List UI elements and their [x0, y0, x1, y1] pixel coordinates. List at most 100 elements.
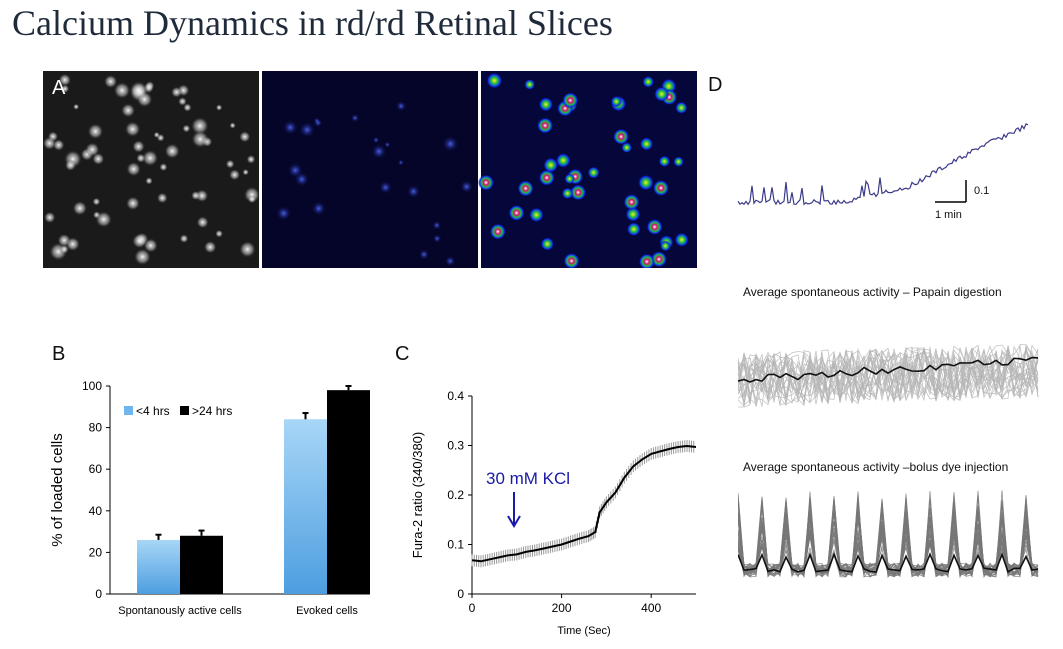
- cell-blob: [432, 220, 442, 230]
- cell-blob: [276, 205, 291, 221]
- y-tick-label: 60: [89, 462, 103, 476]
- cell-blob: [196, 216, 209, 229]
- cell-blob: [42, 136, 56, 150]
- cell-blob: [372, 136, 380, 144]
- cell-blob: [183, 103, 192, 112]
- cell-blob: [650, 251, 667, 268]
- cell-blob: [203, 240, 217, 254]
- cell-blob: [229, 169, 241, 181]
- cell-blob: [642, 76, 655, 88]
- cell-blob: [517, 180, 534, 197]
- cell-blob: [508, 204, 525, 221]
- cell-blob: [95, 211, 112, 228]
- cell-blob: [72, 201, 88, 216]
- panel-d-letter: D: [708, 74, 723, 96]
- cell-blob: [563, 252, 580, 269]
- cell-blob: [432, 234, 442, 243]
- y-tick-label: 0.4: [447, 389, 464, 403]
- legend-swatch: [124, 406, 133, 415]
- cell-blob: [570, 184, 587, 201]
- cell-blob: [540, 237, 555, 251]
- cell-blob: [242, 168, 249, 176]
- cell-blob: [179, 234, 189, 243]
- cell-blob: [489, 223, 506, 240]
- average-trace: [738, 552, 1039, 573]
- cell-blob: [543, 157, 559, 173]
- cell-blob: [658, 155, 671, 168]
- panel-b-bar-chart: 0 20 40 60 80 100 % of loaded cells Spontanousl…: [49, 379, 370, 617]
- trace-line: [738, 344, 1039, 405]
- cell-blob: [311, 201, 326, 216]
- cell-blob: [659, 240, 671, 252]
- cell-blob: [64, 159, 76, 171]
- cell-blob: [104, 74, 118, 89]
- bar: [180, 535, 223, 594]
- cell-blob: [215, 104, 223, 111]
- scale-bar-y-label: 0.1: [974, 185, 989, 197]
- cell-blob: [159, 163, 168, 172]
- cell-blob: [675, 101, 688, 114]
- kcl-annotation: 30 mM KCl: [486, 469, 570, 488]
- cell-blob: [673, 156, 684, 167]
- cell-blob: [371, 144, 387, 159]
- bar: [327, 390, 370, 594]
- trace-line: [738, 491, 1039, 578]
- average-trace: [738, 356, 1039, 383]
- cell-blob: [132, 140, 145, 153]
- panel-b-letter: B: [52, 343, 66, 365]
- x-tick-label: 0: [469, 601, 476, 615]
- cell-blob: [613, 128, 630, 145]
- cell-blob: [134, 248, 151, 266]
- cell-blob: [136, 153, 146, 163]
- cell-blob: [121, 103, 136, 118]
- cell-blob: [85, 142, 100, 157]
- y-tick-label: 20: [89, 545, 103, 559]
- cell-blob: [587, 166, 600, 179]
- y-tick-label: 0.3: [447, 439, 464, 453]
- x-tick-label: 200: [552, 601, 572, 615]
- cell-blob: [191, 130, 209, 148]
- grayscale-image: [43, 71, 259, 268]
- bolus-traces-plot: [738, 490, 1039, 579]
- cell-blob: [524, 79, 536, 90]
- cell-blob: [652, 180, 669, 197]
- cell-blob: [191, 190, 201, 201]
- cell-blob: [646, 218, 663, 235]
- cell-blob: [537, 117, 554, 134]
- kcl-arrow-head: [507, 515, 521, 528]
- cell-blob: [58, 73, 72, 87]
- cell-blob: [191, 117, 209, 135]
- cell-blob: [171, 86, 182, 98]
- legend-swatch: [180, 406, 189, 415]
- cell-blob: [283, 120, 298, 135]
- cell-blob: [639, 137, 654, 151]
- cell-blob: [418, 249, 430, 260]
- cell-blob: [52, 139, 65, 151]
- cell-blob: [92, 197, 101, 206]
- cell-blob: [674, 232, 689, 247]
- y-axis-label: Fura-2 ratio (340/380): [410, 432, 425, 558]
- cell-blob: [129, 81, 148, 99]
- x-category-label: Evoked cells: [296, 605, 358, 617]
- cell-blob: [60, 84, 70, 93]
- papain-subtitle: Average spontaneous activity – Papain di…: [743, 285, 1002, 299]
- cell-blob: [626, 222, 641, 237]
- panel-a-letter: A: [52, 77, 66, 99]
- calcium-trace: [737, 123, 1029, 206]
- cell-blob: [529, 207, 544, 223]
- trace-line: [738, 347, 1039, 400]
- cell-blob: [623, 194, 640, 211]
- cell-blob: [637, 174, 654, 191]
- cell-blob: [178, 97, 187, 106]
- x-axis-label: Time (Sec): [557, 625, 610, 637]
- cell-blob: [164, 143, 180, 159]
- trace-line: [738, 346, 1039, 403]
- y-tick-label: 100: [82, 379, 102, 393]
- cell-blob: [625, 206, 641, 222]
- cell-blob: [126, 196, 140, 211]
- papain-traces-plot: [738, 344, 1039, 408]
- cell-blob: [215, 229, 224, 238]
- y-tick-label: 0.1: [447, 538, 464, 552]
- x-category-label: Spontanously active cells: [118, 605, 242, 617]
- cell-blob: [239, 241, 256, 258]
